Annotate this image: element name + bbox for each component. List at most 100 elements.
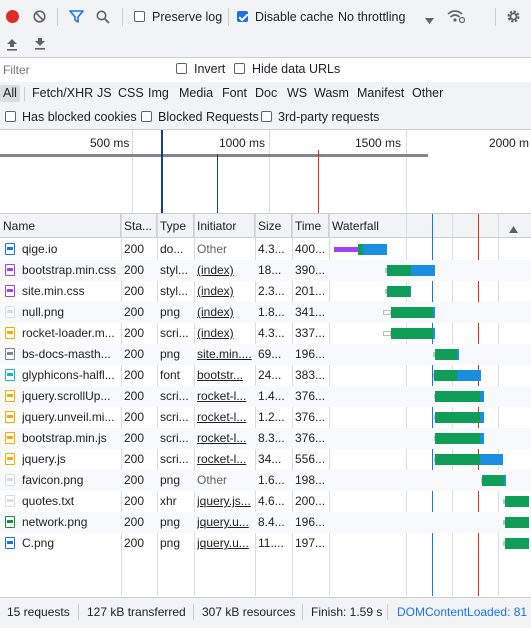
col-type[interactable]: Type xyxy=(157,214,194,238)
load-marker xyxy=(318,150,319,213)
request-time: 197... xyxy=(295,536,326,550)
request-initiator[interactable]: rocket-l... xyxy=(197,389,247,403)
filter-input[interactable] xyxy=(0,60,167,80)
request-initiator[interactable]: bootstr... xyxy=(197,368,244,382)
sort-up-icon[interactable] xyxy=(509,222,518,236)
table-row[interactable]: bootstrap.min.js 200 scri... rocket-l... 8.3… xyxy=(0,428,531,449)
type-wasm[interactable]: Wasm xyxy=(314,86,349,100)
upload-icon[interactable] xyxy=(6,38,18,54)
image-icon xyxy=(5,348,15,360)
request-time: 376... xyxy=(295,431,326,445)
request-initiator[interactable]: (index) xyxy=(197,305,234,319)
table-row[interactable]: qige.io 200 do... Other 4.3... 400... xyxy=(0,239,531,260)
request-initiator[interactable]: site.min.... xyxy=(197,347,252,361)
throttling-select[interactable]: No throttling xyxy=(338,10,406,24)
table-row[interactable]: C.png 200 png jquery.u... 11.... 197... xyxy=(0,533,531,554)
col-name[interactable]: Name xyxy=(0,214,121,238)
waterfall-download-bar xyxy=(480,433,484,444)
gear-icon[interactable] xyxy=(506,9,521,27)
clear-icon[interactable] xyxy=(33,10,46,23)
timeline-overview[interactable]: 500 ms 1000 ms 1500 ms 2000 m xyxy=(0,130,531,214)
request-initiator[interactable]: rocket-l... xyxy=(197,410,247,424)
resource-type-filter: All Fetch/XHR JS CSS Img Media Font Doc … xyxy=(0,82,531,106)
col-status[interactable]: Sta... xyxy=(121,214,157,238)
type-img[interactable]: Img xyxy=(148,86,169,100)
stylesheet-icon xyxy=(5,285,15,297)
type-other[interactable]: Other xyxy=(412,86,444,100)
disable-cache-checkbox[interactable] xyxy=(237,11,248,22)
third-party-checkbox[interactable] xyxy=(261,111,272,122)
table-row[interactable]: null.png 200 png (index) 1.8... 341... xyxy=(0,302,531,323)
table-row[interactable]: jquery.js 200 scri... rocket-l... 34... 556..… xyxy=(0,449,531,470)
request-name: network.png xyxy=(22,515,88,529)
request-size: 24... xyxy=(258,368,282,382)
script-icon xyxy=(5,411,15,423)
tick-label: 500 ms xyxy=(90,136,130,150)
request-type: png xyxy=(160,515,181,529)
type-js[interactable]: JS xyxy=(97,86,112,100)
request-type: scri... xyxy=(160,431,189,445)
chevron-down-icon[interactable] xyxy=(425,13,434,27)
waterfall-waiting-bar xyxy=(505,496,529,507)
table-row[interactable]: rocket-loader.m... 200 scri... (index) 4.3..… xyxy=(0,323,531,344)
col-size[interactable]: Size xyxy=(255,214,292,238)
invert-checkbox[interactable] xyxy=(176,63,187,74)
waterfall-download-bar xyxy=(457,349,459,360)
request-initiator[interactable]: jquery.u... xyxy=(197,515,249,529)
table-row[interactable]: quotes.txt 200 xhr jquery.js... 4.6... 200... xyxy=(0,491,531,512)
type-doc[interactable]: Doc xyxy=(255,86,278,100)
request-status: 200 xyxy=(124,242,145,256)
filter-icon[interactable] xyxy=(69,10,84,26)
col-waterfall[interactable]: Waterfall xyxy=(329,214,531,238)
table-row[interactable]: site.min.css 200 styl... (index) 2.3... 201..… xyxy=(0,281,531,302)
request-initiator[interactable]: jquery.js... xyxy=(197,494,251,508)
request-time: 341... xyxy=(295,305,326,319)
request-initiator[interactable]: (index) xyxy=(197,284,234,298)
request-type: scri... xyxy=(160,452,189,466)
record-icon[interactable] xyxy=(6,10,19,23)
type-fetch-xhr[interactable]: Fetch/XHR xyxy=(32,86,94,100)
type-media[interactable]: Media xyxy=(179,86,214,100)
search-icon[interactable] xyxy=(96,10,110,27)
tick-label: 1000 ms xyxy=(219,136,266,150)
table-row[interactable]: jquery.unveil.mi... 200 scri... rocket-l...… xyxy=(0,407,531,428)
hide-data-urls-checkbox[interactable] xyxy=(234,63,245,74)
request-size: 69... xyxy=(258,347,282,361)
request-status: 200 xyxy=(124,452,145,466)
divider xyxy=(193,604,194,620)
table-row[interactable]: bs-docs-masth... 200 png site.min.... 69... 1… xyxy=(0,344,531,365)
request-status: 200 xyxy=(124,389,145,403)
waterfall-waiting-bar xyxy=(435,412,480,423)
download-icon[interactable] xyxy=(34,37,46,53)
type-all[interactable]: All xyxy=(0,85,20,102)
preserve-log-label: Preserve log xyxy=(152,10,223,24)
blocked-requests-checkbox[interactable] xyxy=(141,111,152,122)
request-name: jquery.scrollUp... xyxy=(22,389,111,403)
type-ws[interactable]: WS xyxy=(287,86,308,100)
type-css[interactable]: CSS xyxy=(118,86,144,100)
request-time: 400... xyxy=(295,242,326,256)
request-time: 337... xyxy=(295,326,326,340)
table-row[interactable]: favicon.png 200 png Other 1.6... 198... xyxy=(0,470,531,491)
col-initiator[interactable]: Initiator xyxy=(194,214,255,238)
type-manifest[interactable]: Manifest xyxy=(357,86,405,100)
preserve-log-checkbox[interactable] xyxy=(134,11,145,22)
blocked-cookies-checkbox[interactable] xyxy=(5,111,16,122)
request-initiator[interactable]: (index) xyxy=(197,326,234,340)
table-row[interactable]: glyphicons-halfl... 200 font bootstr... 24..… xyxy=(0,365,531,386)
table-row[interactable]: network.png 200 png jquery.u... 8.4... 196... xyxy=(0,512,531,533)
request-status: 200 xyxy=(124,284,145,298)
request-initiator[interactable]: rocket-l... xyxy=(197,431,247,445)
request-initiator[interactable]: (index) xyxy=(197,263,234,277)
request-initiator[interactable]: jquery.u... xyxy=(197,536,249,550)
network-conditions-icon[interactable] xyxy=(447,9,466,27)
waterfall-waiting-bar xyxy=(358,244,363,255)
waterfall-download-bar xyxy=(433,328,435,339)
waterfall-stall-bar xyxy=(334,247,358,252)
table-row[interactable]: bootstrap.min.css 200 styl... (index) 18... 3… xyxy=(0,260,531,281)
col-time[interactable]: Time xyxy=(292,214,329,238)
request-initiator[interactable]: rocket-l... xyxy=(197,452,247,466)
table-row[interactable]: jquery.scrollUp... 200 scri... rocket-l... 1… xyxy=(0,386,531,407)
type-font[interactable]: Font xyxy=(222,86,248,100)
request-size: 1.4... xyxy=(258,389,285,403)
